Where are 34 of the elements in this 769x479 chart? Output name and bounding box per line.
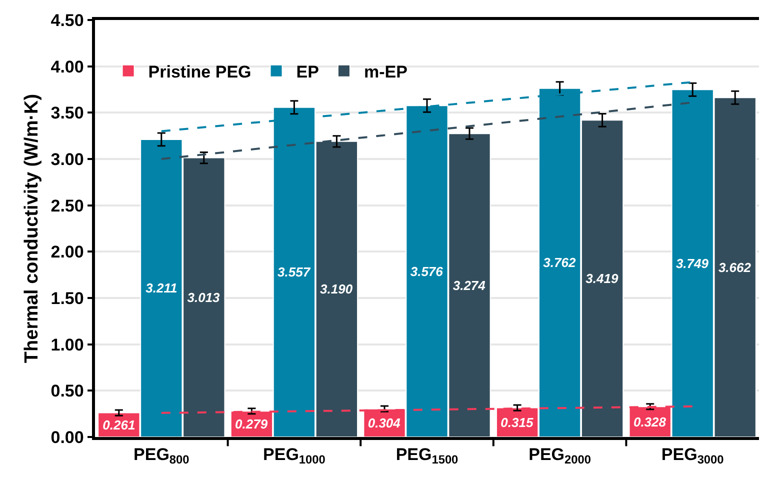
data-label: 3.274 (452, 278, 486, 293)
y-tick-label: 2.00 (50, 242, 84, 262)
y-axis-title: Thermal conductivity (W/m·K) (22, 94, 43, 364)
y-tick-label: 4.50 (50, 10, 84, 30)
data-label: 3.762 (543, 255, 576, 270)
data-label: 3.662 (718, 260, 752, 275)
y-tick-label: 0.00 (50, 428, 84, 447)
y-tick-label: 3.00 (50, 150, 84, 169)
x-tick-label: PEG$_{3000}$ (661, 445, 724, 467)
legend-label: EP (296, 62, 319, 82)
data-label: 3.576 (410, 264, 444, 279)
data-label: 3.419 (586, 271, 619, 286)
x-tick-label: PEG$_{1000}$ (263, 445, 326, 467)
data-label: 3.749 (676, 256, 710, 271)
data-label: 3.211 (146, 280, 178, 296)
x-tick-label: PEG$_{800}$ (134, 445, 190, 467)
y-tick-label: 2.50 (50, 196, 84, 216)
legend-label: m-EP (364, 62, 408, 82)
data-label: 3.190 (320, 282, 354, 297)
data-label: 3.557 (278, 264, 311, 280)
data-label: 0.304 (368, 415, 402, 430)
data-label: 0.279 (235, 416, 268, 432)
data-label: 0.315 (500, 414, 534, 430)
x-tick-label: PEG$_{2000}$ (528, 445, 592, 467)
data-label: 3.013 (187, 290, 221, 305)
x-tick-label: PEG$_{1500}$ (396, 445, 459, 467)
data-label: 0.328 (633, 414, 667, 430)
legend-label: Pristine PEG (148, 62, 252, 82)
y-tick-label: 1.50 (50, 288, 84, 308)
y-tick-label: 3.50 (50, 104, 84, 123)
y-tick-label: 0.50 (50, 382, 84, 401)
data-label: 0.261 (102, 417, 136, 432)
y-tick-label: 1.00 (50, 335, 84, 354)
y-tick-label: 4.00 (50, 57, 84, 76)
